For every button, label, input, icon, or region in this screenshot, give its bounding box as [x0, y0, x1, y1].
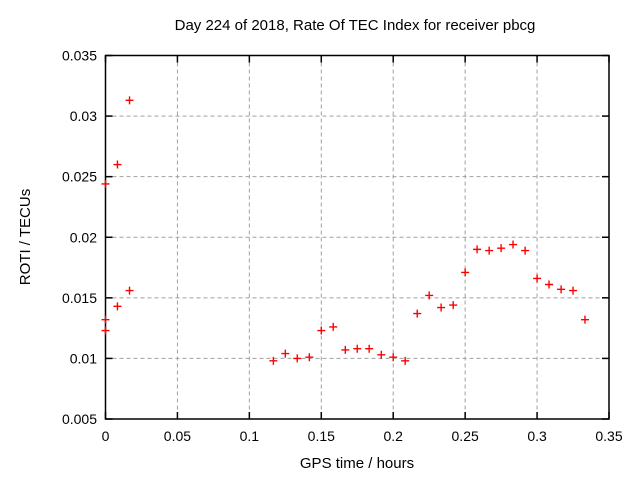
- y-tick-label: 0.03: [70, 108, 97, 124]
- data-point-marker: [293, 354, 302, 363]
- x-tick-labels: 0 0.05 0.1 0.15 0.2 0.25 0.3 0.35: [102, 428, 623, 444]
- x-tick-label: 0.35: [595, 428, 622, 444]
- data-point-marker: [473, 245, 482, 254]
- data-point-marker: [437, 303, 446, 312]
- data-point-marker: [101, 315, 110, 324]
- y-tick-label: 0.025: [62, 169, 97, 185]
- y-tick-label: 0.005: [62, 411, 97, 427]
- x-tick-label: 0.25: [452, 428, 479, 444]
- data-point-marker: [401, 356, 410, 365]
- data-point-marker: [305, 353, 314, 362]
- data-point-marker: [329, 322, 338, 331]
- data-point-marker: [449, 301, 458, 310]
- x-tick-label: 0.2: [383, 428, 403, 444]
- data-point-marker: [533, 274, 542, 283]
- x-tick-label: 0.3: [527, 428, 547, 444]
- data-point-marker: [365, 344, 374, 353]
- data-point-marker: [317, 326, 326, 335]
- x-tick-label: 0.1: [240, 428, 260, 444]
- data-point-marker: [101, 326, 110, 335]
- x-tick-label: 0.15: [308, 428, 335, 444]
- data-point-marker: [377, 350, 386, 359]
- data-points: [101, 96, 589, 365]
- axis-ticks: [104, 54, 610, 420]
- data-point-marker: [497, 244, 506, 253]
- y-tick-label: 0.035: [62, 48, 97, 64]
- y-tick-label: 0.01: [70, 350, 97, 366]
- data-point-marker: [413, 309, 422, 318]
- chart-title: Day 224 of 2018, Rate Of TEC Index for r…: [175, 17, 536, 34]
- data-point-marker: [101, 179, 110, 188]
- y-tick-label: 0.015: [62, 290, 97, 306]
- data-point-marker: [125, 286, 134, 295]
- data-point-marker: [353, 344, 362, 353]
- data-point-marker: [389, 353, 398, 362]
- data-point-marker: [580, 315, 589, 324]
- y-tick-label: 0.02: [70, 229, 97, 245]
- data-point-marker: [113, 160, 122, 169]
- data-point-marker: [545, 280, 554, 289]
- data-point-marker: [509, 240, 518, 249]
- data-point-marker: [461, 268, 470, 277]
- gridlines: [105, 55, 609, 419]
- data-point-marker: [485, 246, 494, 255]
- x-tick-label: 0.05: [164, 428, 191, 444]
- data-point-marker: [341, 345, 350, 354]
- data-point-marker: [281, 349, 290, 358]
- x-tick-label: 0: [102, 428, 110, 444]
- x-axis-label: GPS time / hours: [300, 455, 414, 472]
- data-point-marker: [113, 302, 122, 311]
- data-point-marker: [557, 285, 566, 294]
- y-tick-labels: 0.005 0.01 0.015 0.02 0.025 0.03 0.035: [62, 48, 97, 428]
- data-point-marker: [569, 286, 578, 295]
- y-axis-label: ROTI / TECUs: [17, 189, 34, 285]
- data-point-marker: [125, 96, 134, 105]
- data-point-marker: [425, 291, 434, 300]
- data-point-marker: [269, 356, 278, 365]
- data-point-marker: [521, 246, 530, 255]
